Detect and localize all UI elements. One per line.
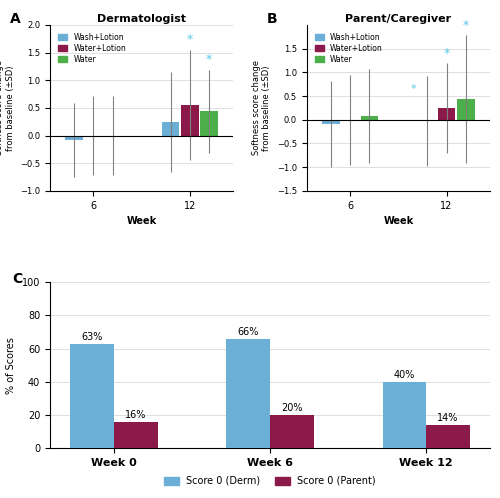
Y-axis label: % of Scores: % of Scores xyxy=(6,337,16,393)
Legend: Score 0 (Derm), Score 0 (Parent): Score 0 (Derm), Score 0 (Parent) xyxy=(160,472,380,490)
Bar xyxy=(270,415,314,448)
Legend: Wash+Lotion, Water+Lotion, Water: Wash+Lotion, Water+Lotion, Water xyxy=(58,32,127,64)
Text: *: * xyxy=(463,18,469,31)
Y-axis label: Softness score change
from baseline (±SD): Softness score change from baseline (±SD… xyxy=(252,60,272,155)
Bar xyxy=(322,120,340,124)
Text: A: A xyxy=(10,11,20,25)
Bar xyxy=(114,422,158,448)
Text: *: * xyxy=(206,53,212,66)
Bar xyxy=(200,111,218,135)
Text: 14%: 14% xyxy=(438,413,459,423)
Bar xyxy=(360,116,378,120)
Bar xyxy=(382,382,426,448)
Text: 63%: 63% xyxy=(81,332,102,342)
Bar xyxy=(65,135,83,140)
Bar xyxy=(438,108,456,120)
Bar xyxy=(418,120,436,121)
X-axis label: Week: Week xyxy=(126,216,157,226)
Bar xyxy=(426,425,470,448)
Text: 66%: 66% xyxy=(238,327,259,337)
Text: *: * xyxy=(444,46,450,60)
Text: 20%: 20% xyxy=(281,403,302,413)
Text: C: C xyxy=(12,272,23,286)
Bar xyxy=(70,344,114,448)
Text: *: * xyxy=(410,84,416,94)
Title: Dermatologist: Dermatologist xyxy=(97,14,186,24)
Text: *: * xyxy=(187,33,193,46)
Bar xyxy=(162,122,180,135)
Text: 40%: 40% xyxy=(394,370,415,380)
Bar xyxy=(226,339,270,448)
Text: B: B xyxy=(266,11,277,25)
Title: Parent/Caregiver: Parent/Caregiver xyxy=(346,14,452,24)
X-axis label: Week: Week xyxy=(383,216,414,226)
Text: 16%: 16% xyxy=(125,410,146,420)
Bar xyxy=(457,99,475,120)
Legend: Wash+Lotion, Water+Lotion, Water: Wash+Lotion, Water+Lotion, Water xyxy=(314,32,384,64)
Bar xyxy=(181,105,199,135)
Y-axis label: Softness score change
from baseline (±SD): Softness score change from baseline (±SD… xyxy=(0,60,14,155)
